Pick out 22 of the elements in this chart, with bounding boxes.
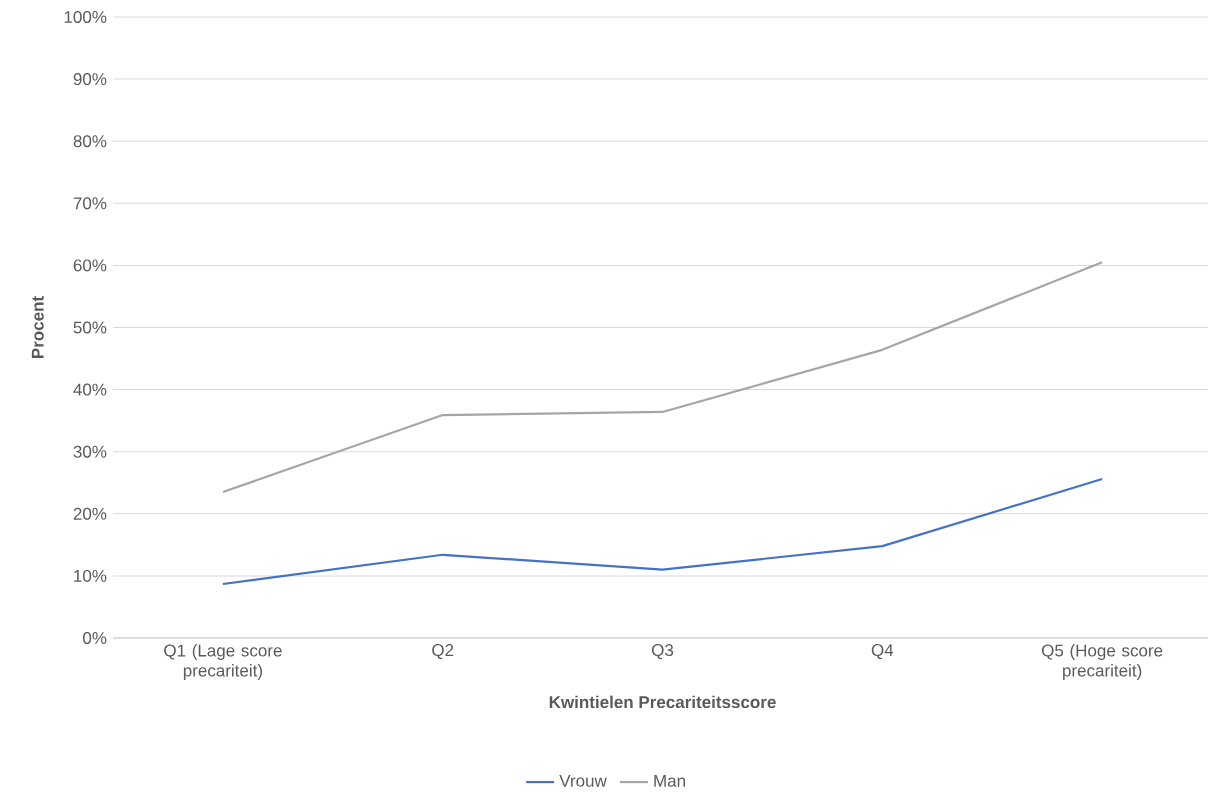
x-tick-label: Q2	[432, 644, 454, 660]
y-axis-title: Procent	[31, 296, 44, 359]
x-tick-label: Q3	[651, 644, 674, 660]
legend-label: Man	[654, 774, 685, 787]
y-tick-label: 70%	[73, 197, 107, 210]
y-tick-label: 50%	[73, 321, 107, 334]
y-tick-label: 80%	[73, 135, 107, 148]
y-tick-label: 20%	[73, 507, 107, 520]
y-tick-label: 100%	[64, 10, 107, 23]
x-tick-label: Q4	[871, 644, 894, 660]
y-tick-label: 10%	[74, 569, 107, 582]
y-tick-label: 90%	[73, 73, 107, 86]
x-axis-title: Kwintielen Precariteitsscore	[549, 695, 776, 709]
legend-label: Vrouw	[559, 774, 607, 787]
x-tick-label: Q1 (Lage score precariteit)	[164, 644, 282, 680]
y-tick-label: 60%	[73, 259, 107, 272]
line-series	[221, 477, 1104, 586]
line-series	[221, 261, 1104, 494]
x-tick-label: Q5 (Hoge score precariteit)	[1041, 644, 1163, 680]
y-tick-label: 30%	[73, 445, 107, 458]
y-tick-label: 0%	[83, 631, 107, 645]
y-tick-label: 40%	[73, 383, 107, 396]
